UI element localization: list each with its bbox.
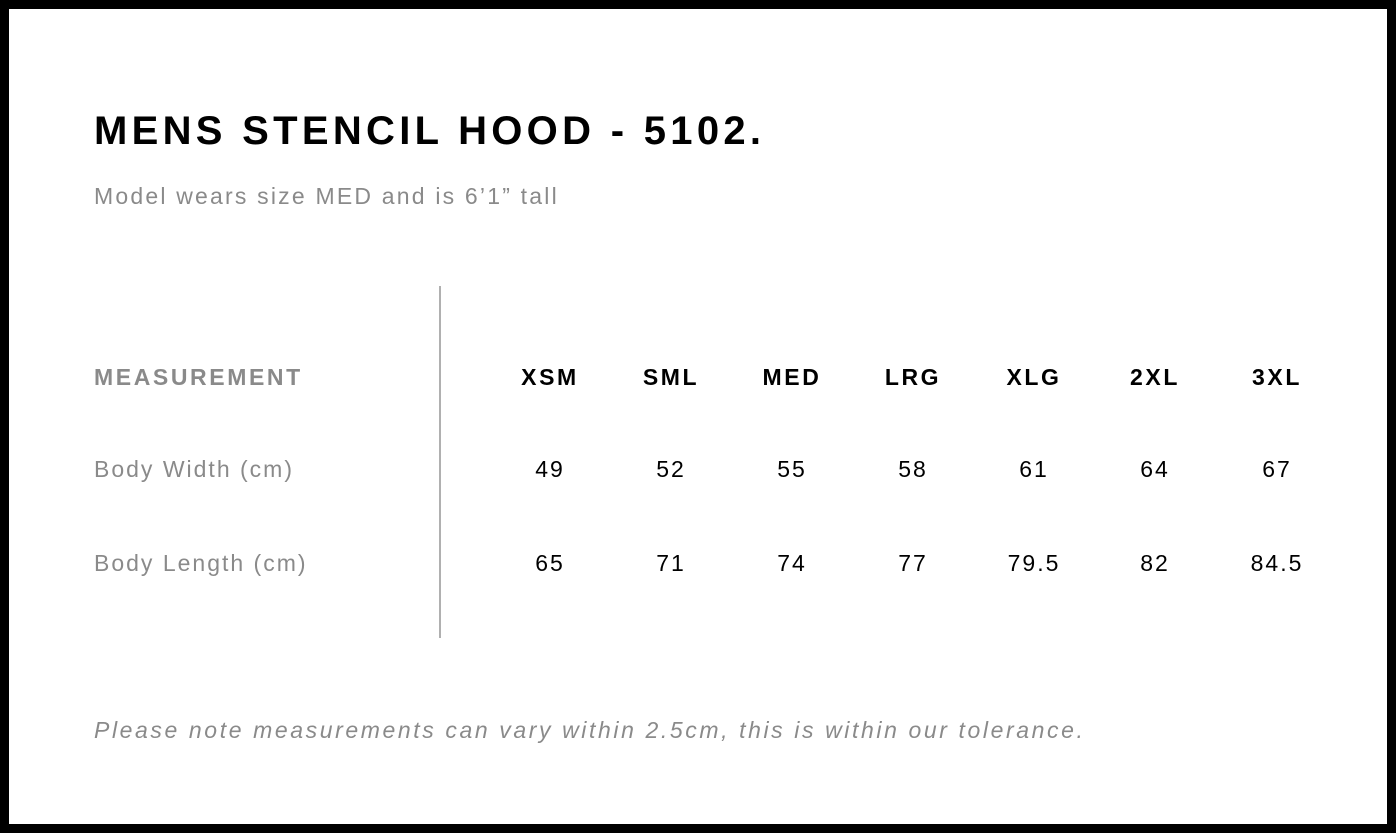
model-info: Model wears size MED and is 6’1” tall	[94, 183, 559, 209]
table-cell: 52	[656, 456, 686, 482]
header-size-med: MED	[762, 364, 822, 390]
table-cell: 79.5	[1007, 550, 1061, 576]
table-cell: 82	[1140, 550, 1170, 576]
column-divider	[439, 286, 441, 638]
table-cell: 49	[535, 456, 565, 482]
table-cell: 71	[656, 550, 686, 576]
header-size-sml: SML	[642, 364, 700, 390]
table-cell: 55	[777, 456, 807, 482]
table-cell: 84.5	[1250, 550, 1304, 576]
tolerance-note: Please note measurements can vary within…	[94, 717, 1086, 743]
table-cell: 77	[898, 550, 928, 576]
table-cell: 65	[535, 550, 565, 576]
header-size-3xl: 3XL	[1252, 364, 1302, 390]
table-cell: 61	[1019, 456, 1049, 482]
row-label: Body Length (cm)	[94, 550, 308, 576]
header-size-xlg: XLG	[1006, 364, 1062, 390]
table-cell: 58	[898, 456, 928, 482]
size-chart-card: MENS STENCIL HOOD - 5102. Model wears si…	[9, 9, 1387, 824]
table-cell: 74	[777, 550, 807, 576]
header-size-lrg: LRG	[884, 364, 942, 390]
header-measurement: MEASUREMENT	[94, 364, 303, 390]
row-label: Body Width (cm)	[94, 456, 294, 482]
table-cell: 64	[1140, 456, 1170, 482]
page-title: MENS STENCIL HOOD - 5102.	[94, 109, 766, 153]
table-cell: 67	[1262, 456, 1292, 482]
header-size-2xl: 2XL	[1130, 364, 1180, 390]
header-size-xsm: XSM	[521, 364, 579, 390]
